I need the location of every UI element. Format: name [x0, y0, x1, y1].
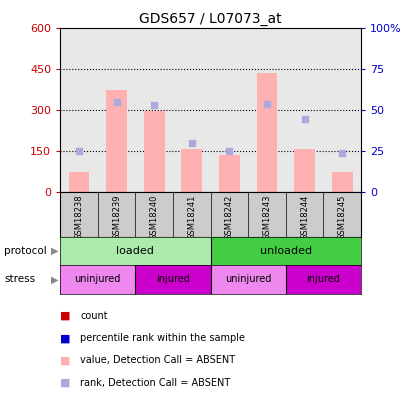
Text: stress: stress — [4, 275, 35, 284]
Bar — [211, 265, 286, 294]
Title: GDS657 / L07073_at: GDS657 / L07073_at — [139, 12, 282, 26]
Text: GSM18242: GSM18242 — [225, 195, 234, 240]
Point — [226, 148, 233, 155]
Bar — [68, 172, 89, 192]
Point — [151, 102, 158, 109]
Text: GSM18240: GSM18240 — [150, 195, 159, 240]
Point — [188, 140, 195, 146]
Bar — [294, 149, 315, 192]
Bar — [332, 172, 353, 192]
Bar — [106, 90, 127, 192]
Text: ■: ■ — [60, 333, 71, 343]
Text: value, Detection Call = ABSENT: value, Detection Call = ABSENT — [80, 356, 235, 365]
Text: injured: injured — [156, 275, 190, 284]
Text: uninjured: uninjured — [75, 275, 121, 284]
Text: ▶: ▶ — [51, 246, 59, 256]
Text: protocol: protocol — [4, 246, 47, 256]
Text: count: count — [80, 311, 108, 321]
Bar — [135, 265, 210, 294]
Bar — [219, 156, 240, 192]
Text: GSM18245: GSM18245 — [338, 195, 347, 240]
Text: GSM18244: GSM18244 — [300, 195, 309, 240]
Text: GSM18239: GSM18239 — [112, 195, 121, 240]
Text: rank, Detection Call = ABSENT: rank, Detection Call = ABSENT — [80, 378, 230, 388]
Point — [301, 115, 308, 122]
Text: ▶: ▶ — [51, 275, 59, 284]
Bar — [257, 73, 277, 192]
Bar — [60, 237, 211, 265]
Point — [76, 148, 82, 155]
Text: loaded: loaded — [117, 246, 154, 256]
Bar — [60, 265, 135, 294]
Text: GSM18243: GSM18243 — [263, 195, 271, 240]
Point — [113, 99, 120, 105]
Bar — [286, 265, 361, 294]
Text: injured: injured — [307, 275, 340, 284]
Bar — [181, 149, 202, 192]
Point — [339, 150, 346, 156]
Bar — [144, 111, 164, 192]
Text: ■: ■ — [60, 356, 71, 365]
Text: unloaded: unloaded — [260, 246, 312, 256]
Point — [264, 100, 270, 107]
Text: GSM18238: GSM18238 — [74, 195, 83, 240]
Text: percentile rank within the sample: percentile rank within the sample — [80, 333, 245, 343]
Bar — [211, 237, 361, 265]
Text: GSM18241: GSM18241 — [187, 195, 196, 240]
Text: ■: ■ — [60, 378, 71, 388]
Text: uninjured: uninjured — [225, 275, 271, 284]
Text: ■: ■ — [60, 311, 71, 321]
